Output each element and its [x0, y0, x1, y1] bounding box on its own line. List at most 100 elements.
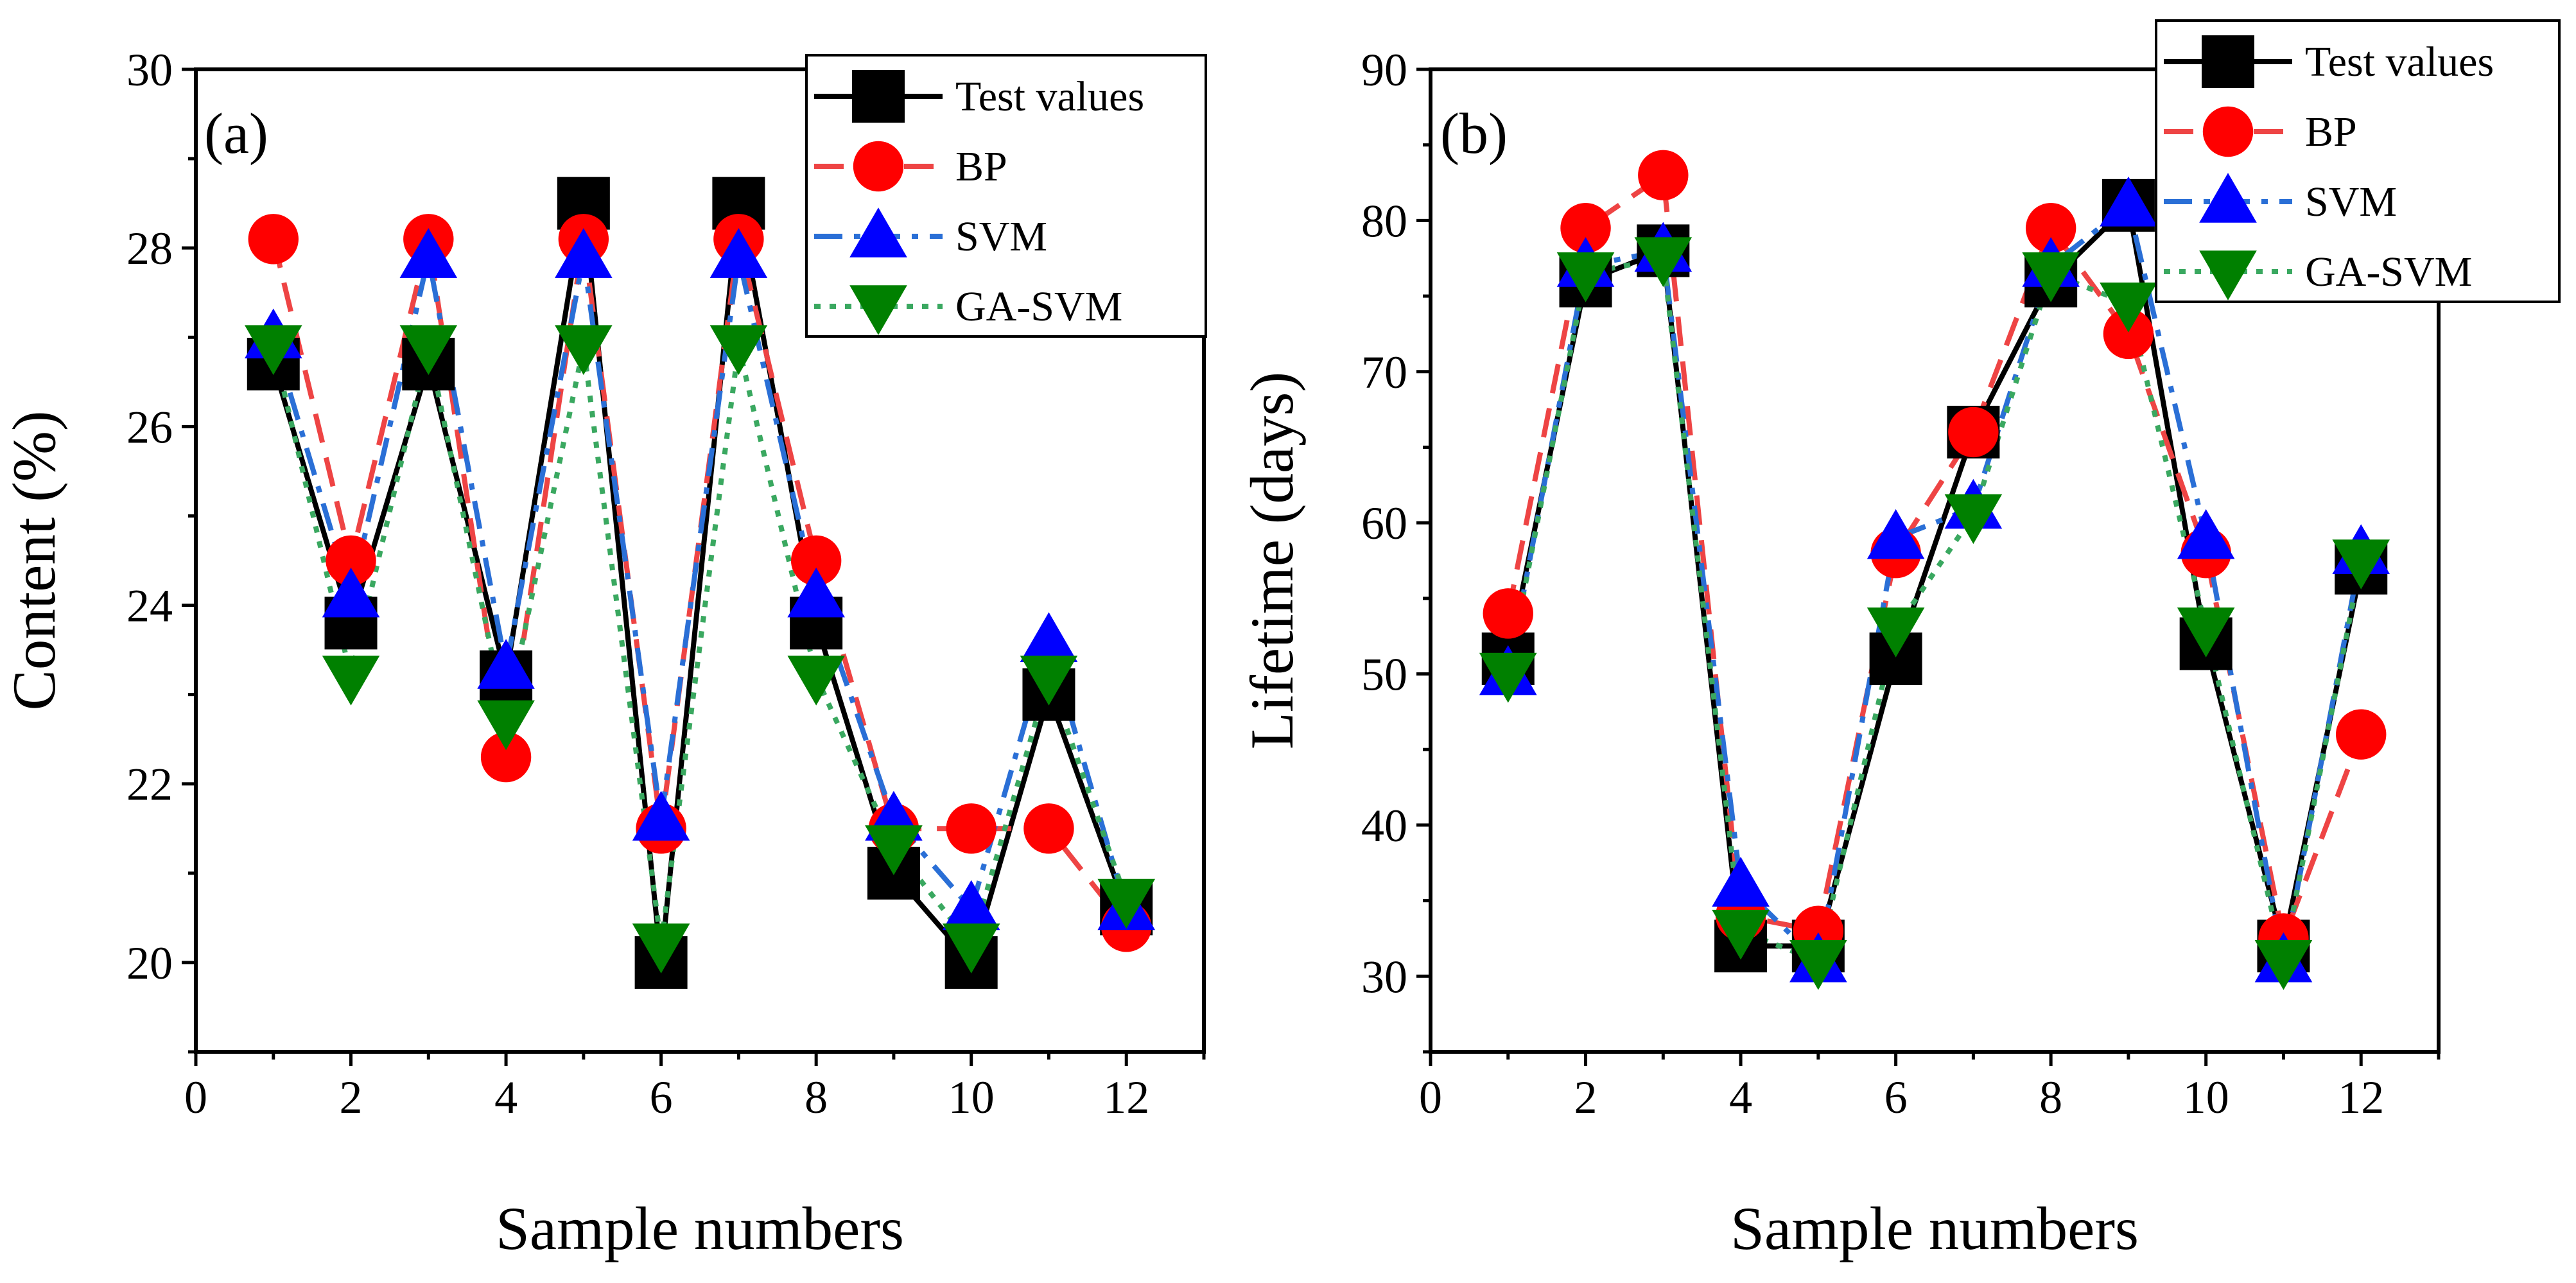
data-point-bp [1483, 588, 1533, 639]
data-point-svm [942, 880, 1000, 930]
x-tick-label: 4 [494, 1072, 518, 1123]
data-point-ga-svm [1020, 656, 1078, 706]
y-tick-label: 50 [1361, 649, 1407, 701]
y-tick-label: 60 [1361, 498, 1407, 549]
y-tick-label: 24 [126, 580, 173, 632]
legend-label: SVM [955, 213, 1047, 260]
legend-marker [2202, 35, 2254, 88]
x-tick-label: 12 [2338, 1072, 2384, 1123]
data-point-ga-svm [632, 923, 690, 973]
legend-marker [853, 141, 904, 192]
data-point-bp [2025, 202, 2076, 254]
data-point-svm [555, 228, 613, 278]
data-point-ga-svm [2177, 607, 2235, 658]
data-point-svm [632, 790, 690, 841]
data-point-svm [709, 228, 768, 278]
data-point-ga-svm [942, 923, 1000, 973]
legend-marker [2199, 173, 2257, 223]
legend-marker [852, 70, 905, 123]
data-point-bp [1948, 406, 1999, 458]
data-point-bp [326, 535, 376, 586]
data-point-svm [399, 228, 458, 278]
data-point-ga-svm [2332, 539, 2390, 589]
legend-label: BP [955, 143, 1007, 190]
data-point-ga-svm [399, 325, 458, 375]
plot-frame-a [194, 67, 1206, 1054]
data-point-bp [2103, 308, 2154, 360]
series-line-svm [270, 254, 1129, 912]
y-tick-label: 30 [1361, 951, 1407, 1002]
x-tick-label: 4 [1729, 1072, 1752, 1123]
data-point-svm [2100, 177, 2157, 227]
legend-label: GA-SVM [2305, 249, 2472, 295]
data-point-bp [946, 803, 996, 854]
plot-frame-b [1429, 67, 2441, 1054]
data-point-test-values [1869, 633, 1922, 685]
x-tick-label: 8 [2039, 1072, 2062, 1123]
x-tick-label: 10 [948, 1072, 995, 1123]
y-tick-label: 70 [1361, 347, 1407, 398]
data-point-ga-svm [1712, 909, 1770, 960]
y-tick-label: 28 [126, 223, 173, 274]
data-point-svm [1020, 612, 1078, 662]
x-tick-label: 0 [1419, 1072, 1442, 1123]
x-tick-label: 12 [1103, 1072, 1149, 1123]
y-axis-title-a: Content (%) [0, 411, 68, 711]
data-point-svm [322, 567, 380, 618]
data-point-ga-svm [477, 700, 535, 751]
legend-label: GA-SVM [955, 283, 1122, 330]
data-point-bp [1560, 202, 1611, 254]
data-point-ga-svm [2254, 939, 2313, 990]
x-axis-title-a: Sample numbers [496, 1194, 904, 1262]
x-tick-label: 2 [340, 1072, 363, 1123]
y-tick-label: 30 [126, 44, 173, 96]
data-point-bp [248, 214, 299, 265]
data-point-ga-svm [322, 656, 380, 706]
data-point-bp [480, 731, 532, 783]
y-tick-label: 22 [126, 759, 173, 810]
legend-marker [2202, 106, 2254, 157]
data-point-bp [2336, 709, 2387, 760]
data-point-ga-svm [1789, 939, 1847, 990]
x-tick-label: 10 [2183, 1072, 2229, 1123]
y-tick-label: 80 [1361, 195, 1407, 247]
legend-label: SVM [2305, 179, 2397, 225]
x-axis-title-b: Sample numbers [1730, 1194, 2139, 1262]
data-point-svm [2177, 509, 2235, 559]
legend-marker [2199, 250, 2257, 301]
legend-marker [849, 207, 907, 257]
chart-panel-b: 0 2 4 6 8 10 12 30 40 50 60 70 80 90 Sample numbers Lif… [1238, 19, 2561, 1262]
data-point-ga-svm [2022, 252, 2080, 302]
legend-marker [849, 285, 907, 335]
data-point-ga-svm [1479, 652, 1537, 703]
data-point-ga-svm [1867, 607, 1925, 658]
y-tick-label: 90 [1361, 44, 1407, 96]
x-tick-label: 6 [650, 1072, 673, 1123]
data-point-bp [1023, 803, 1074, 854]
data-point-svm [477, 639, 535, 689]
y-axis-title-b: Lifetime (days) [1238, 372, 1306, 749]
legend-label: BP [2305, 109, 2357, 155]
data-point-ga-svm [1944, 494, 2003, 545]
data-point-svm [1867, 509, 1925, 559]
x-tick-label: 8 [805, 1072, 828, 1123]
x-tick-label: 0 [184, 1072, 207, 1123]
x-tick-label: 2 [1574, 1072, 1597, 1123]
series-line-ga-svm [270, 344, 1129, 948]
data-point-ga-svm [709, 325, 768, 375]
data-point-ga-svm [787, 656, 845, 706]
series-line-ga-svm [1505, 256, 2364, 964]
data-point-svm [787, 567, 845, 618]
x-tick-label: 6 [1884, 1072, 1908, 1123]
legend-label: Test values [2305, 39, 2494, 85]
data-point-ga-svm [244, 325, 302, 375]
data-point-ga-svm [1097, 878, 1156, 929]
y-tick-label: 20 [126, 938, 173, 989]
data-point-test-values [557, 177, 610, 230]
panel-tag-a: (a) [204, 102, 268, 166]
data-point-svm [1712, 857, 1770, 907]
data-point-bp [790, 535, 842, 586]
y-tick-label: 40 [1361, 800, 1407, 851]
